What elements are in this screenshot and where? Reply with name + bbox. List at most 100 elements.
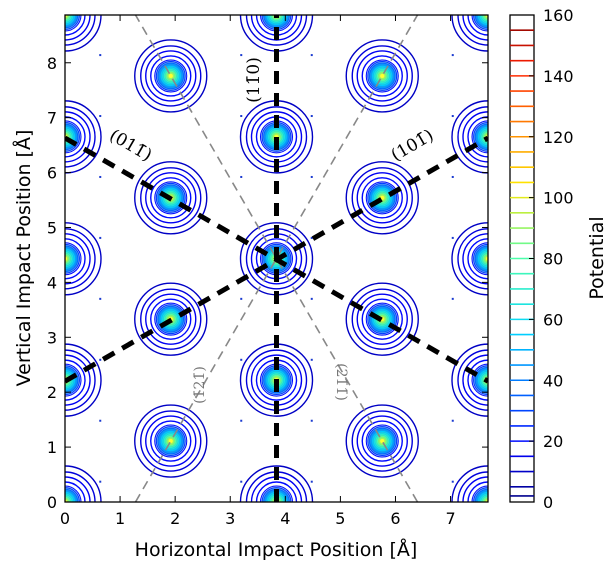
- contour-ring: [451, 100, 488, 174]
- contour-ring: [159, 64, 183, 88]
- contour-ring: [159, 307, 183, 331]
- colorbar-tick-label: 0: [543, 493, 553, 512]
- lattice-site: [240, 54, 243, 57]
- contour-ring: [255, 481, 298, 502]
- contour-ring: [351, 410, 413, 472]
- contour-ring: [155, 61, 186, 91]
- contour-ring: [373, 310, 391, 328]
- y-tick-label: 5: [47, 218, 57, 237]
- contour-ring: [462, 233, 488, 285]
- plane-label-21-1: (21̄1̄): [333, 363, 349, 401]
- contour-ring: [365, 302, 399, 336]
- contour-ring: [154, 302, 188, 336]
- lattice-site: [99, 54, 102, 57]
- contour-ring: [157, 184, 185, 212]
- contour-ring: [356, 293, 408, 345]
- colorbar: 0 20 40 60 80 100 120 140 160 Potential: [509, 6, 608, 512]
- contour-ring: [375, 69, 390, 83]
- contour-ring: [65, 133, 69, 141]
- lattice-site: [310, 236, 313, 239]
- y-tick-label: 1: [47, 438, 57, 457]
- lattice-site: [451, 236, 454, 239]
- atom-contour: [134, 404, 208, 478]
- lattice-site: [451, 115, 454, 118]
- lattice-site: [240, 115, 243, 118]
- atom-center: [380, 439, 385, 444]
- atom-contour: [451, 100, 488, 174]
- contour-ring: [375, 434, 390, 448]
- contour-ring: [457, 349, 488, 411]
- contour-ring: [370, 64, 394, 88]
- contour-ring: [451, 222, 488, 296]
- y-axis-ticks: 0 1 2 3 4 5 6 7 8: [47, 54, 488, 512]
- lattice-site: [99, 236, 102, 239]
- contour-ring: [157, 62, 185, 90]
- contour-ring: [154, 424, 188, 458]
- contour-ring: [473, 243, 488, 274]
- contour-ring: [351, 45, 413, 107]
- contour-ring: [457, 106, 488, 168]
- contour-ring: [157, 427, 185, 455]
- contour-ring: [271, 15, 282, 21]
- contour-ring: [160, 430, 181, 452]
- contour-ring: [361, 55, 403, 97]
- contour-ring: [65, 359, 86, 401]
- lattice-site: [240, 480, 243, 483]
- contour-ring: [162, 432, 180, 450]
- contour-ring: [482, 253, 488, 265]
- contour-ring: [140, 45, 202, 107]
- contour-ring: [65, 251, 72, 266]
- contour-ring: [462, 354, 488, 406]
- x-tick-label: 1: [115, 509, 125, 528]
- contour-ring: [65, 222, 102, 296]
- contour-ring: [370, 186, 394, 210]
- contour-ring: [376, 435, 388, 447]
- contour-ring: [162, 189, 180, 207]
- contour-ring: [467, 238, 488, 280]
- contour-ring: [162, 310, 180, 328]
- lattice-site: [451, 480, 454, 483]
- colorbar-tick-label: 20: [543, 432, 563, 451]
- plot-area: [65, 15, 488, 502]
- contour-ring: [481, 251, 488, 266]
- contour-ring: [140, 167, 202, 229]
- contour-ring: [457, 228, 488, 290]
- contour-ring: [368, 305, 396, 333]
- atom-contour: [345, 39, 419, 113]
- contour-ring: [345, 39, 419, 113]
- dashed-plane-layer: [134, 15, 419, 502]
- contour-ring: [367, 426, 398, 456]
- contour-ring: [65, 128, 74, 146]
- contour-ring: [154, 59, 188, 93]
- contour-ring: [481, 373, 488, 388]
- y-tick-label: 6: [47, 164, 57, 183]
- contour-ring: [140, 288, 202, 350]
- contour-ring: [482, 374, 488, 386]
- contour-ring: [375, 190, 390, 205]
- contour-ring: [157, 305, 185, 333]
- contour-ring: [356, 415, 408, 467]
- lattice-site: [451, 419, 454, 422]
- contour-ring: [356, 172, 408, 224]
- contour-ring: [65, 255, 69, 263]
- lattice-site: [310, 419, 313, 422]
- contour-ring: [65, 371, 74, 389]
- contour-ring: [165, 313, 177, 325]
- contour-ring: [65, 129, 72, 144]
- colorbar-tick-label: 120: [543, 128, 574, 147]
- y-tick-label: 3: [47, 328, 57, 347]
- contour-ring: [134, 404, 208, 478]
- contour-ring: [65, 349, 96, 411]
- atom-contour: [65, 222, 102, 296]
- y-tick-label: 7: [47, 109, 57, 128]
- contour-ring: [481, 129, 488, 144]
- contour-ring: [471, 363, 488, 397]
- contour-ring: [160, 309, 181, 330]
- lattice-site: [99, 358, 102, 361]
- contour-ring: [65, 111, 91, 163]
- contour-ring: [376, 192, 388, 204]
- contour-ring: [65, 343, 102, 417]
- y-tick-label: 0: [47, 493, 57, 512]
- contour-ring: [451, 343, 488, 417]
